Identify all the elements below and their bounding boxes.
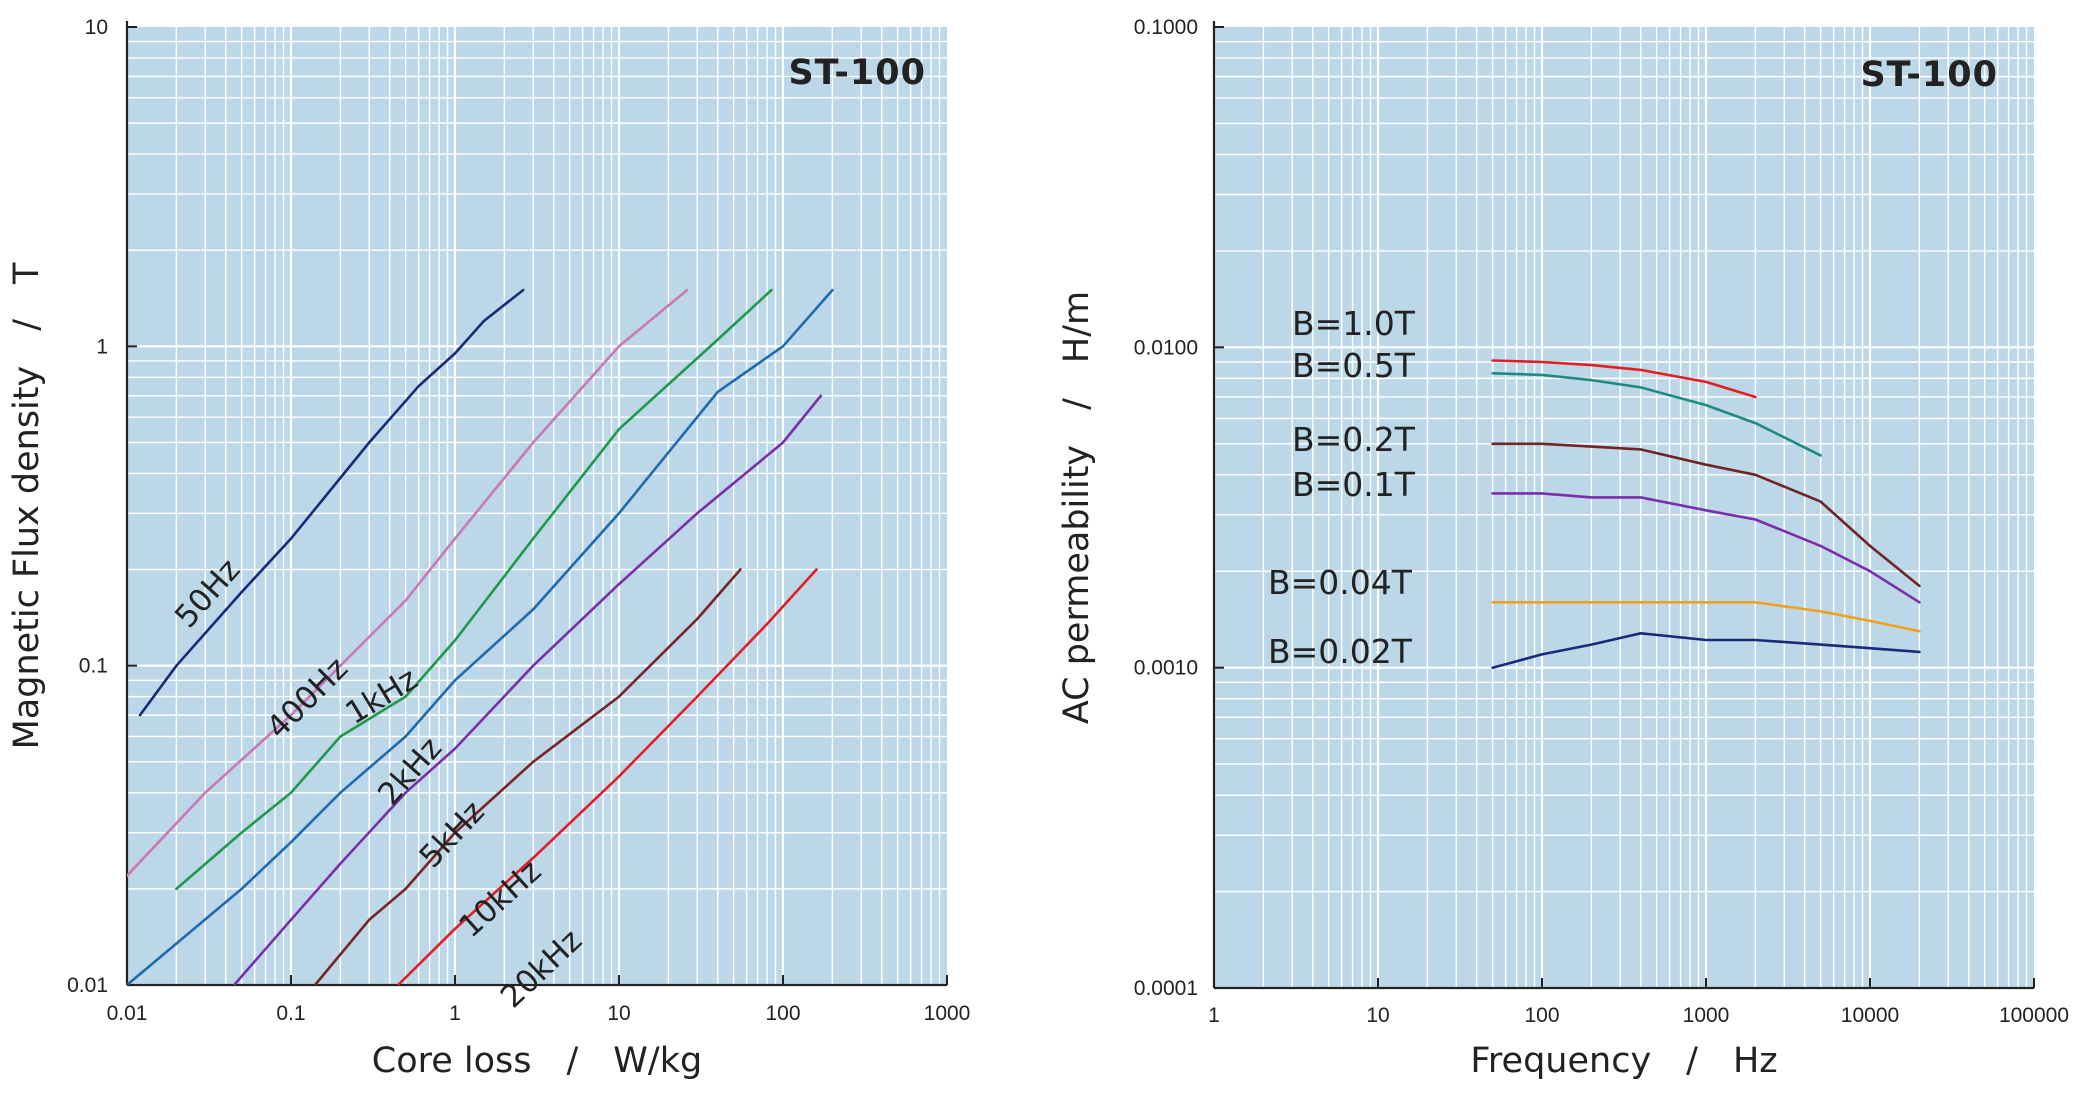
y-axis-title: AC permeability / H/m (1057, 291, 1097, 724)
x-tick-label-10000: 10000 (1841, 1004, 1899, 1027)
series-line-50hz (138, 288, 525, 717)
y-tick-label-0-01: 0.01 (67, 974, 108, 997)
series-label-b-0-04t: B=0.04T (1268, 563, 1413, 602)
series-line-1khz (175, 288, 773, 891)
series-line-2khz (127, 288, 834, 985)
y-tick-label-1: 1 (96, 335, 108, 358)
x-tick-label-1: 1 (1208, 1004, 1220, 1027)
x-axis-title: Frequency / Hz (1470, 1041, 1777, 1081)
y-tick-label-10: 10 (85, 16, 108, 39)
x-tick-label-1000: 1000 (1683, 1004, 1730, 1027)
series-line-b-0-02t (1491, 632, 1921, 669)
x-tick-label-0-01: 0.01 (107, 1002, 148, 1025)
x-axis-title: Core loss / W/kg (372, 1041, 702, 1081)
series-label-b-0-5t: B=0.5T (1292, 346, 1416, 385)
series-line-b-0-1t (1491, 492, 1921, 604)
series-group (127, 288, 834, 985)
x-tick-label-1000: 1000 (924, 1002, 971, 1025)
y-tick-label-0-1: 0.1 (79, 655, 108, 678)
series-label-b-0-1t: B=0.1T (1292, 465, 1416, 504)
series-line-400hz (127, 288, 689, 877)
series-line-b-0-5t (1491, 372, 1822, 457)
y-tick-label-0-0100: 0.0100 (1134, 336, 1198, 359)
series-line-5khz (232, 394, 823, 985)
series-label-b-0-02t: B=0.02T (1268, 632, 1413, 671)
series-line-10khz (313, 568, 742, 985)
x-tick-label-1: 1 (449, 1002, 461, 1025)
x-tick-label-10: 10 (607, 1002, 630, 1025)
grid (125, 27, 947, 987)
plot-area (1214, 27, 2034, 988)
series-group (1491, 359, 1921, 669)
plot-area (127, 27, 947, 985)
series-label-b-0-2t: B=0.2T (1292, 420, 1416, 459)
permeability-chart: 1 10 100 1000 10000 100000 0.0001 0.0010 0.0100 0… (1057, 16, 2069, 1081)
y-tick-label-0-0001: 0.0001 (1134, 977, 1198, 1000)
series-line-b-0-2t (1491, 442, 1921, 588)
x-tick-label-100: 100 (1524, 1004, 1559, 1027)
series-line-b-0-04t (1491, 601, 1921, 633)
core-loss-chart: 0.01 0.1 1 10 100 1000 0.01 0.1 1 10 Core loss / W… (7, 16, 970, 1081)
grid (1212, 27, 2034, 990)
y-axis-title: Magnetic Flux density / T (7, 262, 47, 749)
y-tick-label-0-1000: 0.1000 (1134, 16, 1198, 39)
series-label-b-1-0t: B=1.0T (1292, 304, 1416, 343)
series-line-20khz (396, 568, 818, 985)
y-tick-label-0-0010: 0.0010 (1134, 657, 1198, 680)
series-line-b-1-0t (1491, 359, 1757, 399)
x-tick-label-100: 100 (765, 1002, 800, 1025)
x-tick-label-10: 10 (1366, 1004, 1389, 1027)
x-tick-label-0-1: 0.1 (276, 1002, 305, 1025)
chart-title: ST-100 (1860, 55, 1998, 95)
chart-title: ST-100 (788, 53, 926, 93)
x-tick-label-100000: 100000 (1999, 1004, 2069, 1027)
